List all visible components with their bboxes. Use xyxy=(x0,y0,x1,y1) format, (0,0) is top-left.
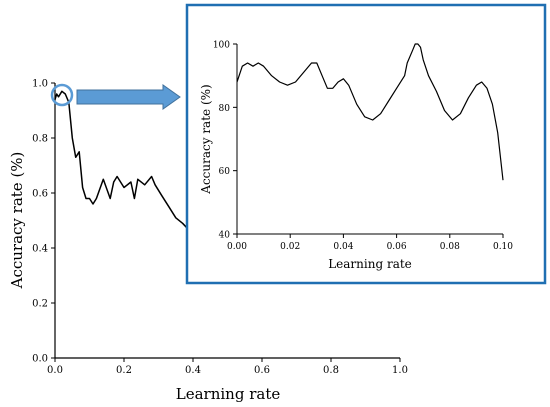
main-y-tick-label: 0.8 xyxy=(32,134,48,145)
inset-y-tick-label: 100 xyxy=(213,41,230,51)
main-y-tick-label: 1.0 xyxy=(32,79,48,90)
main-series-line xyxy=(54,90,189,230)
inset-series-line xyxy=(236,43,504,181)
main-x-tick-label: 0.0 xyxy=(47,365,63,376)
inset-y-axis-label: Accuracy rate (%) xyxy=(199,84,213,194)
main-y-tick-label: 0.0 xyxy=(32,354,48,365)
inset-x-tick-label: 0.10 xyxy=(493,242,513,252)
inset-x-tick-label: 0.04 xyxy=(333,242,353,252)
inset-x-axis-label: Learning rate xyxy=(328,257,412,271)
inset-y-tick-label: 80 xyxy=(219,104,231,114)
main-x-tick-label: 0.6 xyxy=(254,365,270,376)
inset-x-tick-label: 0.00 xyxy=(227,242,247,252)
main-x-tick-label: 0.8 xyxy=(323,365,339,376)
main-chart: 0.0 0.2 0.4 0.6 0.8 1.0 0.0 0.2 0.4 0.6 0.8 1.0 Lea… xyxy=(8,79,408,404)
main-x-tick-label: 1.0 xyxy=(392,365,408,376)
inset-frame xyxy=(185,3,547,285)
main-y-tick-label: 0.6 xyxy=(32,189,48,200)
inset-y-tick-label: 60 xyxy=(219,167,231,177)
main-x-axis-label: Learning rate xyxy=(176,385,281,403)
inset-x-tick-label: 0.08 xyxy=(440,242,460,252)
inset-chart: 0.00 0.02 0.04 0.06 0.08 0.10 40 60 80 100 Learni… xyxy=(185,3,547,285)
main-x-tick-label: 0.2 xyxy=(116,365,132,376)
inset-x-tick-label: 0.06 xyxy=(387,242,407,252)
main-y-tick-label: 0.2 xyxy=(32,299,48,310)
main-x-tick-label: 0.4 xyxy=(185,365,201,376)
inset-x-tick-label: 0.02 xyxy=(280,242,300,252)
inset-y-tick-label: 40 xyxy=(219,231,231,241)
main-y-axis-label: Accuracy rate (%) xyxy=(8,152,26,290)
zoom-arrow xyxy=(76,84,181,110)
main-y-tick-label: 0.4 xyxy=(32,244,48,255)
highlight-circle xyxy=(50,83,74,107)
